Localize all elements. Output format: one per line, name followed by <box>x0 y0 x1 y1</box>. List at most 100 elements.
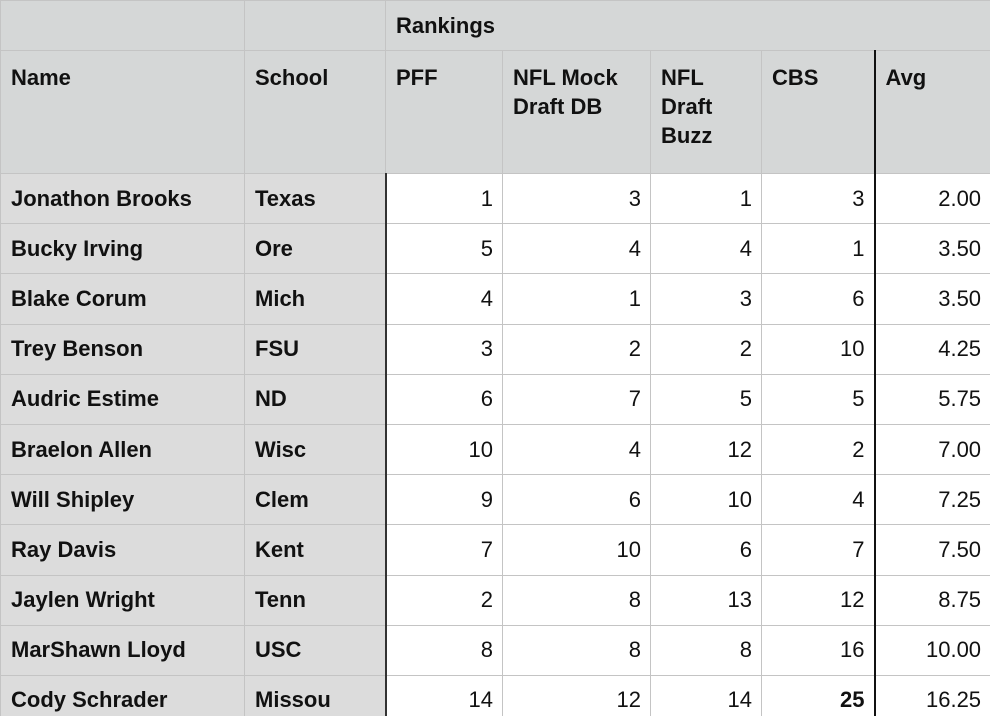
rank-cell: 16 <box>761 624 876 676</box>
label-cell: MarShawn Lloyd <box>0 624 245 676</box>
rank-cell: 10.00 <box>873 624 990 676</box>
rank-cell: 6 <box>650 524 762 576</box>
rank-cell: 2.00 <box>873 172 990 225</box>
label-cell: Jaylen Wright <box>0 574 245 626</box>
data-row: Jonathon Brooks Texas 1 3 1 3 2.00 <box>0 172 990 225</box>
rank-cell: 7.50 <box>873 524 990 576</box>
label-cell: Will Shipley <box>0 474 245 526</box>
label-cell: Trey Benson <box>0 323 245 375</box>
rank-cell: 12 <box>650 423 762 476</box>
column-header-row: Name School PFF NFL Mock Draft DB NFL Draft … <box>0 50 990 174</box>
data-row: Bucky Irving Ore 5 4 4 1 3.50 <box>0 223 990 275</box>
rank-cell: 2 <box>502 323 651 375</box>
rank-cell: 1 <box>650 172 762 225</box>
rank-cell: 12 <box>502 674 651 716</box>
rank-cell: 6 <box>502 474 651 526</box>
label-cell: Bucky Irving <box>0 223 245 275</box>
data-row: Cody Schrader Missou 14 12 14 25 16.25 <box>0 674 990 716</box>
rank-cell: 3 <box>384 323 503 375</box>
rank-cell: 5 <box>650 373 762 425</box>
rank-cell: 1 <box>502 273 651 325</box>
rank-cell: 12 <box>761 574 876 626</box>
column-header: NFL Draft Buzz <box>650 50 762 174</box>
rank-cell: 25 <box>761 674 876 716</box>
rank-cell: 14 <box>650 674 762 716</box>
group-header-row: Rankings <box>0 0 990 51</box>
rank-cell: 1 <box>384 172 503 225</box>
rank-cell: 7.25 <box>873 474 990 526</box>
label-cell: Audric Estime <box>0 373 245 425</box>
rank-cell: 5 <box>761 373 876 425</box>
empty-cell <box>0 0 245 51</box>
label-cell: ND <box>244 373 386 425</box>
rank-cell: 4 <box>650 223 762 275</box>
rank-cell: 4 <box>761 474 876 526</box>
rank-cell: 3.50 <box>873 223 990 275</box>
column-header: PFF <box>385 50 503 174</box>
rank-cell: 7 <box>502 373 651 425</box>
column-header: Name <box>0 50 245 174</box>
rank-cell: 10 <box>502 524 651 576</box>
data-row: Trey Benson FSU 3 2 2 10 4.25 <box>0 323 990 375</box>
label-cell: Blake Corum <box>0 273 245 325</box>
label-cell: Ore <box>244 223 386 275</box>
column-header: School <box>244 50 386 174</box>
rank-cell: 2 <box>384 574 503 626</box>
rank-cell: 4 <box>502 223 651 275</box>
data-row: MarShawn Lloyd USC 8 8 8 16 10.00 <box>0 624 990 676</box>
label-cell: Clem <box>244 474 386 526</box>
rank-cell: 9 <box>384 474 503 526</box>
rank-cell: 8 <box>502 574 651 626</box>
rank-cell: 7 <box>384 524 503 576</box>
label-cell: Cody Schrader <box>0 674 245 716</box>
label-cell: Jonathon Brooks <box>0 172 245 225</box>
label-cell: Mich <box>244 273 386 325</box>
data-row: Audric Estime ND 6 7 5 5 5.75 <box>0 373 990 425</box>
label-cell: Kent <box>244 524 386 576</box>
label-cell: Texas <box>244 172 386 225</box>
data-row: Ray Davis Kent 7 10 6 7 7.50 <box>0 524 990 576</box>
rank-cell: 5 <box>384 223 503 275</box>
label-cell: Wisc <box>244 423 386 476</box>
rank-cell: 5.75 <box>873 373 990 425</box>
rank-cell: 1 <box>761 223 876 275</box>
label-cell: Braelon Allen <box>0 423 245 476</box>
column-header: NFL Mock Draft DB <box>502 50 651 174</box>
rank-cell: 16.25 <box>873 674 990 716</box>
rank-cell: 3 <box>650 273 762 325</box>
rank-cell: 3 <box>502 172 651 225</box>
rank-cell: 6 <box>384 373 503 425</box>
data-row: Jaylen Wright Tenn 2 8 13 12 8.75 <box>0 574 990 626</box>
rank-cell: 4.25 <box>873 323 990 375</box>
rank-cell: 4 <box>384 273 503 325</box>
column-header: Avg <box>873 50 990 174</box>
rank-cell: 7 <box>761 524 876 576</box>
rank-cell: 7.00 <box>873 423 990 476</box>
rank-cell: 10 <box>384 423 503 476</box>
label-cell: Tenn <box>244 574 386 626</box>
rank-cell: 10 <box>650 474 762 526</box>
rank-cell: 13 <box>650 574 762 626</box>
rank-cell: 10 <box>761 323 876 375</box>
label-cell: Ray Davis <box>0 524 245 576</box>
rank-cell: 2 <box>650 323 762 375</box>
data-row: Will Shipley Clem 9 6 10 4 7.25 <box>0 474 990 526</box>
rank-cell: 3 <box>761 172 876 225</box>
rank-cell: 2 <box>761 423 876 476</box>
label-cell: USC <box>244 624 386 676</box>
label-cell: Missou <box>244 674 386 716</box>
data-row: Braelon Allen Wisc 10 4 12 2 7.00 <box>0 423 990 476</box>
label-cell: FSU <box>244 323 386 375</box>
rank-cell: 6 <box>761 273 876 325</box>
empty-cell <box>244 0 386 51</box>
rank-cell: 14 <box>384 674 503 716</box>
rank-cell: 8 <box>384 624 503 676</box>
rank-cell: 3.50 <box>873 273 990 325</box>
data-row: Blake Corum Mich 4 1 3 6 3.50 <box>0 273 990 325</box>
rank-cell: 8 <box>502 624 651 676</box>
rank-cell: 8.75 <box>873 574 990 626</box>
rank-cell: 4 <box>502 423 651 476</box>
